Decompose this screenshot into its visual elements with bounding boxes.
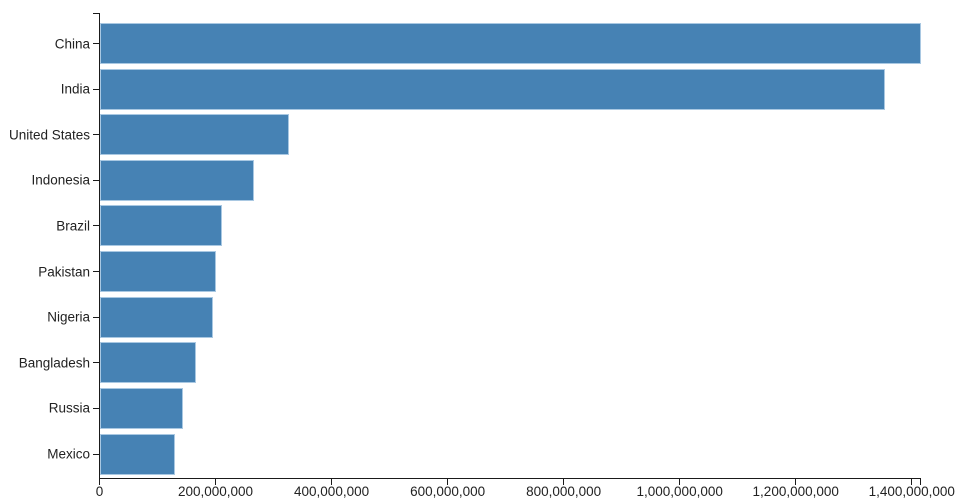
y-axis-top-cap (93, 13, 100, 14)
y-tick-label-china: China (54, 35, 90, 51)
y-axis-line (99, 13, 100, 479)
y-tick-brazil (93, 225, 99, 227)
bar-indonesia (100, 159, 255, 201)
bar-bangladesh (100, 342, 197, 384)
bar-nigeria (100, 296, 214, 338)
y-tick-nigeria (93, 316, 99, 318)
y-tick-label-indonesia: Indonesia (31, 172, 90, 188)
y-tick-label-russia: Russia (48, 400, 90, 416)
x-tick-1-200-000-000 (795, 479, 797, 485)
x-tick-0 (99, 479, 100, 485)
x-tick-1-400-000-000 (911, 479, 913, 485)
y-tick-label-mexico: Mexico (47, 446, 90, 462)
x-axis-right-cap (920, 478, 921, 485)
y-tick-label-bangladesh: Bangladesh (18, 355, 90, 371)
bar-mexico (100, 433, 176, 475)
x-tick-label-200-000-000: 200,000,000 (177, 484, 254, 499)
x-tick-label-0: 0 (95, 484, 104, 499)
bar-china (100, 23, 921, 64)
x-tick-label-600-000-000: 600,000,000 (410, 484, 486, 499)
y-tick-russia (93, 407, 99, 409)
y-tick-india (93, 88, 99, 90)
y-tick-label-nigeria: Nigeria (47, 309, 90, 325)
x-tick-800-000-000 (563, 479, 565, 485)
x-tick-600-000-000 (447, 479, 449, 485)
x-tick-label-1-400-000-000: 1,400,000,000 (868, 484, 955, 499)
y-tick-label-pakistan: Pakistan (38, 263, 90, 279)
x-axis-line (99, 478, 921, 479)
y-tick-label-united-states: United States (8, 126, 90, 142)
y-tick-label-brazil: Brazil (56, 218, 90, 234)
bar-india (100, 68, 886, 110)
bar-pakistan (100, 251, 216, 293)
x-tick-label-1-200-000-000: 1,200,000,000 (752, 484, 839, 499)
x-tick-label-800-000-000: 800,000,000 (526, 484, 602, 499)
y-tick-label-india: India (60, 81, 90, 97)
bar-united-states (100, 114, 290, 156)
x-tick-200-000-000 (215, 479, 217, 485)
y-tick-china (93, 43, 99, 44)
x-tick-label-1-000-000-000: 1,000,000,000 (636, 484, 723, 499)
bar-brazil (100, 205, 222, 247)
x-tick-1-000-000-000 (679, 479, 681, 485)
y-tick-bangladesh (93, 362, 99, 364)
y-tick-united-states (93, 134, 99, 136)
y-tick-indonesia (93, 179, 99, 181)
y-tick-pakistan (93, 271, 99, 273)
x-tick-400-000-000 (331, 479, 333, 485)
y-tick-mexico (93, 453, 99, 455)
bar-russia (100, 387, 184, 429)
x-tick-label-400-000-000: 400,000,000 (294, 484, 370, 499)
